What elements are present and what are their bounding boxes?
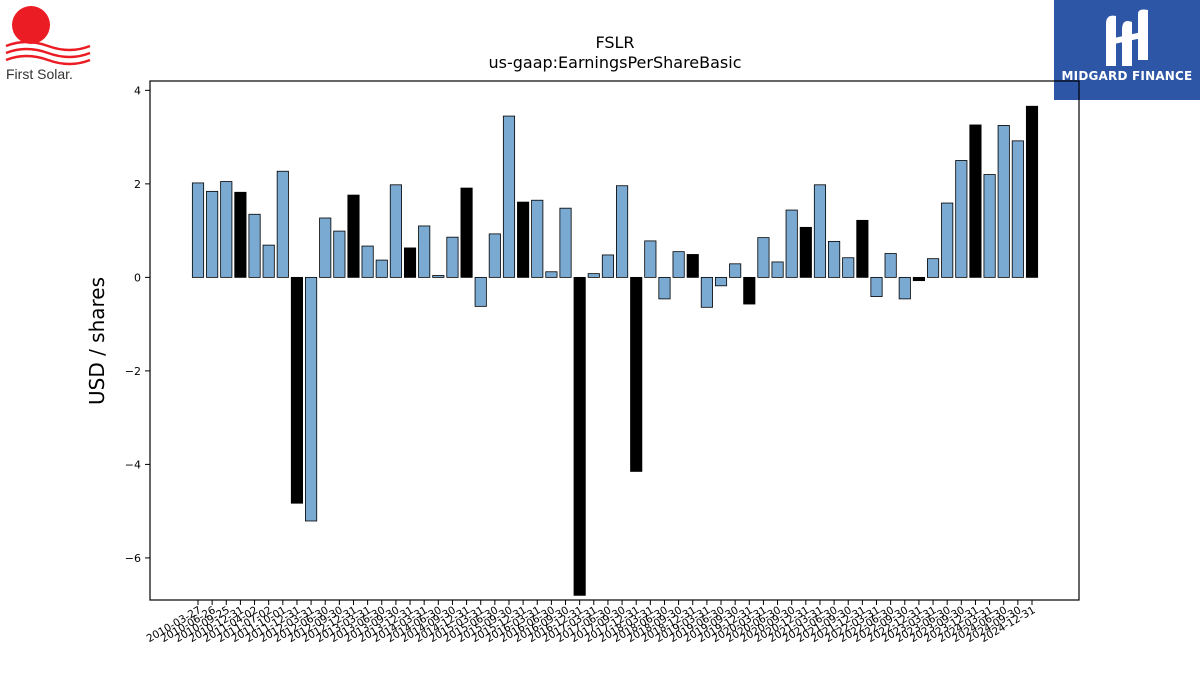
bar-2019-06-30 <box>714 276 728 287</box>
bar-2016-06-30 <box>545 271 558 278</box>
bar-2023-09-30 <box>955 160 968 278</box>
chart-title: FSLR <box>595 33 634 52</box>
bar-2020-03-31 <box>757 237 770 278</box>
bar-2018-06-30 <box>658 276 671 300</box>
midgard-finance-logo: MIDGARD FINANCE <box>1054 0 1200 100</box>
sun-icon <box>12 6 50 44</box>
bar-2020-12-31 <box>799 226 812 278</box>
first-solar-logo: First Solar. <box>4 4 96 84</box>
bar-2024-06-30 <box>997 125 1010 278</box>
bar-2023-12-31 <box>969 124 982 278</box>
bar-2015-12-31 <box>517 201 530 278</box>
y-tick-label: −4 <box>125 458 141 471</box>
bar-2020-09-30 <box>785 209 798 278</box>
waves-icon <box>5 40 91 66</box>
bar-2022-03-31 <box>870 276 883 297</box>
bar-2010-09-25 <box>220 181 233 278</box>
logo-text: First Solar. <box>6 66 73 82</box>
bar-2024-09-30 <box>1011 140 1024 278</box>
bar-2015-09-30 <box>502 115 516 278</box>
y-tick-label: −2 <box>125 365 141 378</box>
bar-2012-12-31 <box>347 194 360 278</box>
bar-2024-03-31 <box>983 174 996 278</box>
bar-2010-06-26 <box>206 190 219 278</box>
bar-2014-09-30 <box>446 236 459 278</box>
bar-2010-03-27 <box>191 182 205 278</box>
bar-2012-03-31 <box>305 276 318 522</box>
bar-2010-12-31 <box>234 191 247 278</box>
bar-2016-03-31 <box>531 199 544 278</box>
bar-2022-09-30 <box>898 276 911 300</box>
bar-2011-07-02 <box>262 244 275 278</box>
y-axis-label: USD / shares <box>85 277 109 405</box>
y-tick-label: 2 <box>134 178 141 191</box>
bar-2011-12-31 <box>290 276 304 504</box>
logo-text-midgard: MIDGARD FINANCE <box>1061 69 1193 83</box>
bar-2022-06-30 <box>884 253 897 278</box>
bar-2021-03-31 <box>813 184 827 278</box>
bar-2015-03-31 <box>474 276 487 307</box>
bar-2014-06-30 <box>432 275 445 278</box>
bar-2023-03-31 <box>927 258 940 278</box>
bar-2016-09-30 <box>559 207 572 278</box>
bar-2023-06-30 <box>941 202 954 278</box>
bars <box>191 105 1039 596</box>
y-tick-label: −6 <box>125 552 141 565</box>
bar-2014-12-31 <box>460 187 473 278</box>
y-tick-label: 4 <box>134 84 141 97</box>
bar-2019-09-30 <box>729 263 742 278</box>
bar-2019-03-31 <box>700 276 713 308</box>
bar-2012-06-30 <box>319 217 332 278</box>
midgard-mark-icon <box>1106 9 1148 66</box>
bar-2013-12-31 <box>403 247 417 278</box>
bar-2019-12-31 <box>743 276 756 305</box>
bar-2013-03-31 <box>361 245 374 278</box>
bar-2018-12-31 <box>686 254 699 278</box>
bar-2013-09-30 <box>389 184 402 278</box>
bar-2016-12-31 <box>573 276 586 596</box>
y-tick-label: 0 <box>134 271 141 284</box>
y-axis: 4 2 0 −2 −4 −6 <box>125 84 150 565</box>
bar-2017-12-31 <box>630 276 643 472</box>
bar-2011-10-01 <box>276 170 289 278</box>
bar-2021-12-31 <box>856 219 869 278</box>
bar-2021-06-30 <box>828 240 841 278</box>
bar-2015-06-30 <box>488 233 501 278</box>
bar-2018-09-30 <box>672 251 685 278</box>
bar-2021-09-30 <box>842 257 855 278</box>
plot-frame <box>149 80 1080 601</box>
bar-2012-09-30 <box>333 230 346 278</box>
bar-2017-03-31 <box>587 273 600 278</box>
bar-2013-06-30 <box>375 259 388 278</box>
bar-2020-06-30 <box>771 261 784 278</box>
bar-2011-04-02 <box>248 213 261 278</box>
chart-subtitle: us-gaap:EarningsPerShareBasic <box>488 53 741 72</box>
bar-2014-03-31 <box>418 225 431 278</box>
bar-2018-03-31 <box>644 240 657 278</box>
bar-2017-09-30 <box>616 185 629 278</box>
x-axis: 2010-03-272010-06-262010-09-252010-12-31… <box>145 600 1038 645</box>
bar-2024-12-31 <box>1025 105 1039 278</box>
bar-2017-06-30 <box>601 254 614 278</box>
bar-2022-12-31 <box>912 276 925 282</box>
